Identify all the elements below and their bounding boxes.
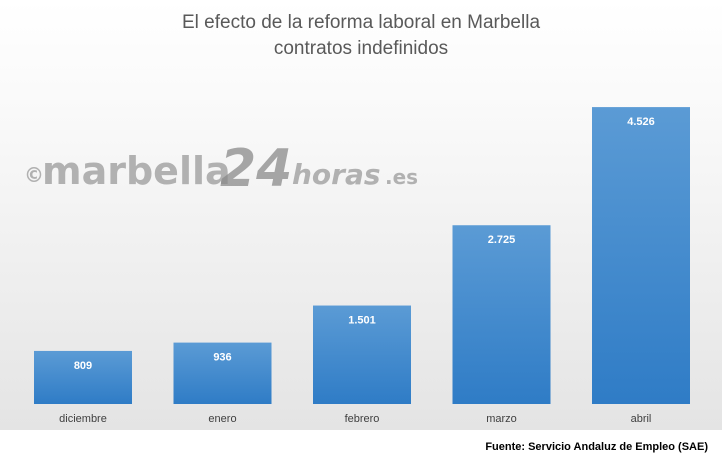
source-note: Fuente: Servicio Andaluz de Empleo (SAE) bbox=[485, 441, 708, 453]
chart-title: El efecto de la reforma laboral en Marbe… bbox=[182, 12, 540, 33]
chart-background: El efecto de la reforma laboral en Marbe… bbox=[0, 0, 722, 430]
data-label-febrero: 1.501 bbox=[348, 315, 376, 327]
x-tick-label-abril: abril bbox=[631, 413, 652, 425]
chart-subtitle: contratos indefinidos bbox=[274, 38, 448, 59]
data-label-marzo: 2.725 bbox=[488, 234, 516, 246]
data-label-abril: 4.526 bbox=[627, 116, 655, 128]
x-tick-label-diciembre: diciembre bbox=[59, 413, 107, 425]
bar-febrero bbox=[313, 305, 411, 404]
watermark-domain: .es bbox=[385, 165, 418, 189]
bar-marzo bbox=[452, 225, 551, 404]
watermark-logo: © marbella 24 horas .es bbox=[24, 139, 418, 199]
bar-abril bbox=[592, 107, 690, 405]
bar-diciembre bbox=[34, 350, 132, 404]
watermark-brand: marbella bbox=[42, 149, 231, 193]
x-tick-label-febrero: febrero bbox=[345, 413, 380, 425]
bar-enero bbox=[173, 342, 272, 404]
data-label-diciembre: 809 bbox=[74, 360, 92, 372]
watermark-suffix: horas bbox=[292, 158, 381, 191]
watermark-number: 24 bbox=[220, 139, 292, 199]
x-tick-label-enero: enero bbox=[208, 413, 236, 425]
bars-group: 809 diciembre 936 enero 1.501 febrero 2.725 mar… bbox=[34, 107, 690, 425]
data-label-enero: 936 bbox=[213, 352, 231, 364]
x-tick-label-marzo: marzo bbox=[486, 413, 517, 425]
watermark-copyright: © bbox=[24, 163, 44, 187]
bar-chart: El efecto de la reforma laboral en Marbe… bbox=[24, 12, 690, 425]
